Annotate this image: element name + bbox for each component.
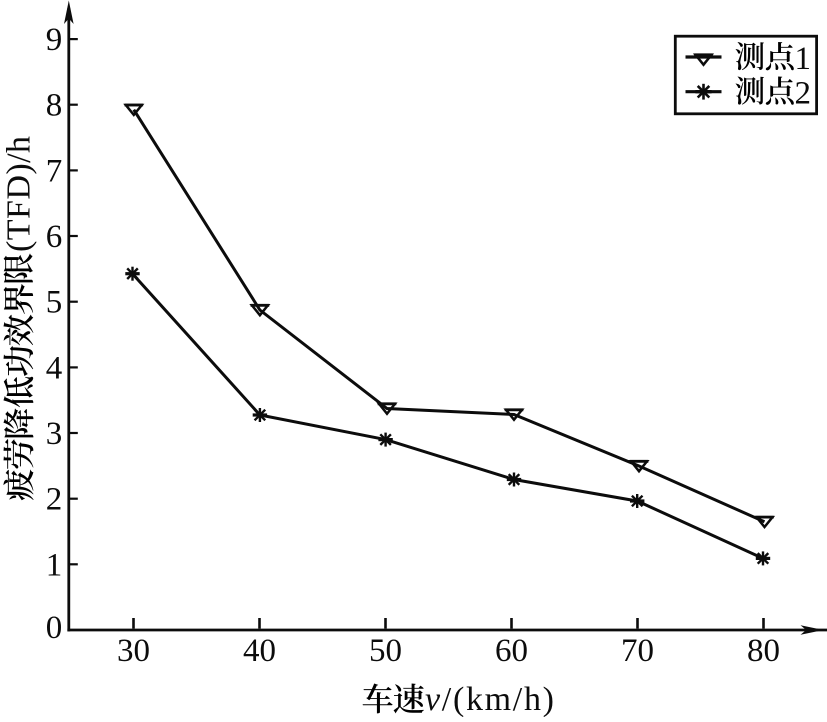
svg-text:1: 1 — [46, 547, 63, 583]
svg-text:3: 3 — [46, 416, 63, 452]
svg-text:9: 9 — [46, 22, 63, 58]
svg-text:6: 6 — [46, 219, 63, 255]
svg-text:60: 60 — [495, 633, 528, 669]
svg-text:0: 0 — [46, 610, 63, 646]
svg-text:40: 40 — [243, 633, 276, 669]
svg-text:1: 1 — [795, 41, 812, 77]
svg-text:v/(km/h): v/(km/h) — [425, 681, 556, 717]
svg-text:(TFD)/h: (TFD)/h — [1, 136, 38, 252]
svg-text:2: 2 — [46, 482, 63, 518]
svg-text:30: 30 — [117, 633, 150, 669]
svg-text:4: 4 — [46, 350, 63, 386]
svg-text:5: 5 — [46, 285, 63, 321]
svg-text:80: 80 — [747, 633, 780, 669]
svg-text:8: 8 — [46, 88, 63, 124]
svg-text:7: 7 — [46, 153, 63, 189]
svg-text:50: 50 — [369, 633, 402, 669]
svg-text:2: 2 — [795, 76, 812, 112]
svg-text:70: 70 — [621, 633, 654, 669]
